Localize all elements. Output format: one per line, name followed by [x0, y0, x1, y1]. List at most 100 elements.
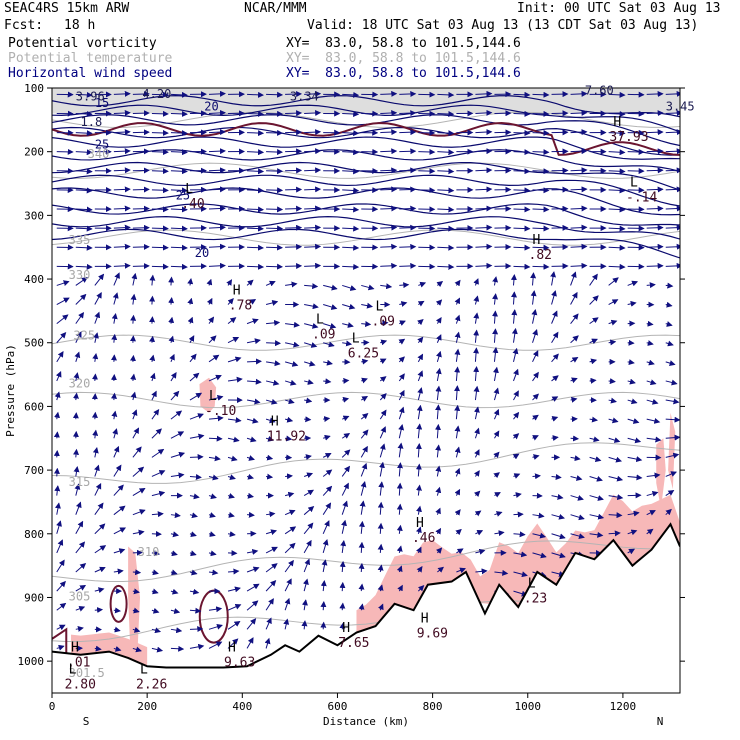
- wind-vector: [608, 378, 616, 385]
- wind-vector: [304, 379, 314, 385]
- y-tick-label: 500: [24, 337, 44, 350]
- wind-vector: [646, 359, 655, 366]
- pv-contour-tropopause: [52, 122, 680, 156]
- wind-vector: [646, 472, 661, 479]
- wind-vector: [54, 411, 60, 420]
- pv-low-marker: L: [140, 663, 148, 678]
- wind-speed-contour: [52, 228, 680, 259]
- wind-vector: [380, 243, 398, 250]
- wind-vector: [399, 262, 417, 269]
- wind-vector: [627, 529, 638, 536]
- wind-vector: [73, 372, 80, 382]
- wind-vector: [380, 110, 398, 117]
- pv-extremum-value: .09: [372, 315, 395, 330]
- wind-vector: [570, 129, 588, 136]
- wind-vector: [377, 543, 384, 553]
- wind-vector: [189, 392, 203, 401]
- wind-vector: [265, 379, 280, 386]
- wind-vector: [170, 263, 188, 270]
- pv-high-marker: H: [228, 640, 236, 655]
- wind-vector: [342, 263, 360, 270]
- wind-vector: [435, 385, 442, 401]
- wind-vector: [93, 332, 99, 343]
- wind-vector: [530, 290, 537, 305]
- wind-vector: [512, 347, 519, 362]
- wind-vector: [266, 473, 274, 480]
- wind-vector: [551, 290, 557, 305]
- wind-vector: [627, 300, 637, 307]
- wind-vector: [608, 130, 626, 137]
- wind-vector: [342, 149, 360, 156]
- wind-vector: [170, 627, 183, 634]
- wind-vector: [266, 511, 276, 518]
- y-tick-label: 300: [24, 209, 44, 222]
- wind-vector: [437, 149, 455, 156]
- wind-vector: [435, 367, 442, 382]
- wind-vector: [170, 372, 177, 382]
- pv-extremum-value: 9.63: [224, 655, 255, 670]
- wind-vector: [589, 475, 603, 482]
- wind-vector: [665, 243, 680, 250]
- wind-vector: [246, 299, 257, 305]
- wind-vector: [73, 448, 80, 458]
- wind-vector: [493, 387, 500, 401]
- wind-vector: [570, 514, 585, 521]
- wind-vector: [627, 456, 643, 463]
- wind-vector: [417, 319, 424, 326]
- wind-vector: [475, 148, 493, 155]
- wind-vector: [301, 620, 308, 630]
- wind-vector: [304, 360, 316, 367]
- y-tick-label: 800: [24, 528, 44, 541]
- pv-extremum-value: -.10: [205, 404, 236, 419]
- wind-vector: [132, 466, 145, 477]
- wind-vector: [266, 225, 284, 232]
- wind-vector: [532, 225, 550, 232]
- wind-vector: [227, 638, 239, 649]
- wind-vector: [608, 149, 626, 156]
- wind-vector: [474, 427, 480, 439]
- wind-vector: [113, 129, 131, 136]
- wind-vector: [208, 550, 217, 557]
- wind-vector: [608, 244, 626, 251]
- wind-vector: [75, 111, 93, 118]
- field-name-wind: Horizontal wind speed: [8, 66, 173, 81]
- wind-vector: [512, 433, 520, 440]
- wind-vector: [475, 224, 493, 231]
- wind-vector: [437, 263, 455, 270]
- wind-vector: [73, 392, 79, 401]
- wind-vector: [551, 533, 566, 540]
- wind-vector: [379, 426, 386, 439]
- wind-vector: [151, 129, 169, 136]
- wind-vector: [380, 262, 398, 269]
- wind-vector: [415, 442, 422, 458]
- wind-vector: [454, 509, 461, 516]
- wind-vector: [532, 110, 550, 117]
- wind-vector: [646, 243, 664, 250]
- wind-vector: [665, 508, 672, 516]
- pv-extremum-value: 2.26: [136, 678, 167, 693]
- wind-vector: [75, 244, 93, 251]
- wind-vector: [511, 309, 518, 324]
- wind-vector: [608, 437, 621, 443]
- wind-vector: [570, 271, 577, 286]
- wind-vector: [151, 225, 169, 232]
- wind-vector: [113, 445, 120, 458]
- y-tick-label: 700: [24, 464, 44, 477]
- wind-vector: [91, 411, 98, 420]
- wind-vector: [665, 452, 680, 459]
- wind-vector: [551, 331, 559, 343]
- pv-low-marker: L: [209, 389, 217, 404]
- wind-vector: [416, 423, 423, 439]
- wind-vector: [208, 335, 217, 344]
- wind-vector: [303, 505, 315, 516]
- wind-vector: [283, 618, 290, 630]
- wind-vector: [646, 129, 664, 136]
- wind-vector: [646, 320, 654, 327]
- wind-vector: [339, 622, 346, 630]
- wind-vector: [170, 390, 180, 401]
- wind-vector: [473, 470, 480, 477]
- pv-extremum-value: 37.93: [609, 130, 648, 145]
- wind-vector: [170, 472, 185, 479]
- wind-vector: [94, 292, 102, 305]
- wind-vector: [113, 484, 124, 496]
